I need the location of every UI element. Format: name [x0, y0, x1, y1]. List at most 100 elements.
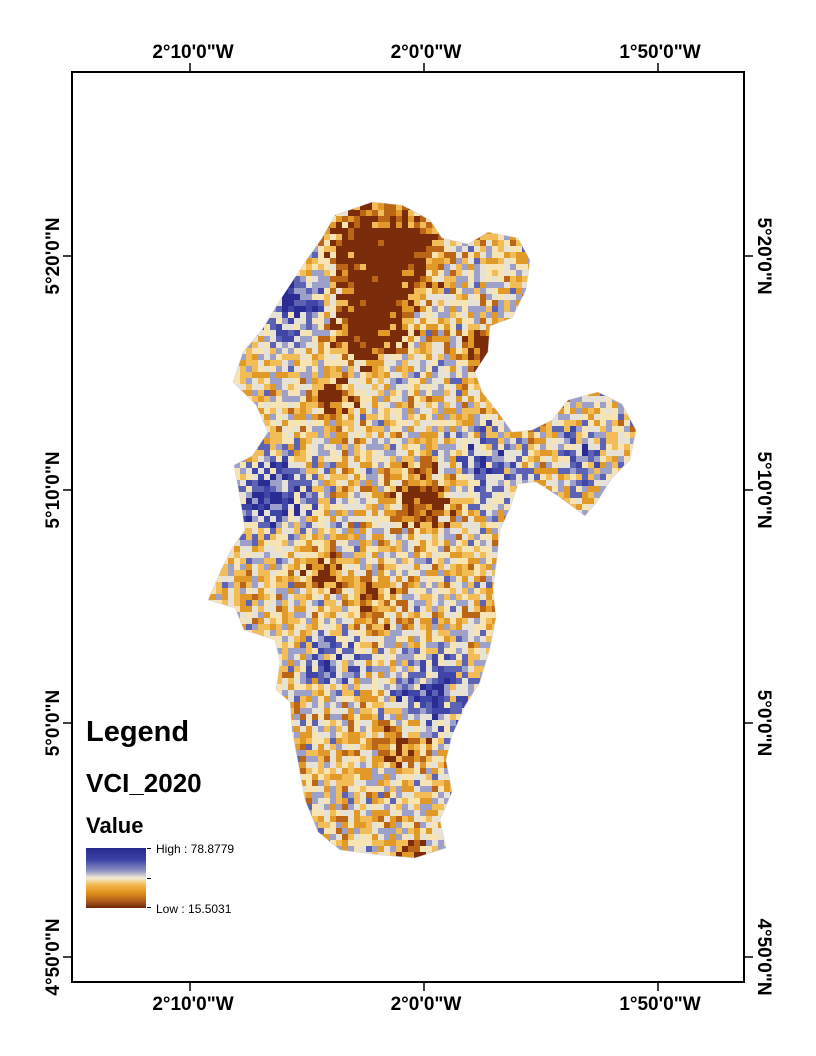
raster-cell — [402, 348, 408, 354]
raster-cell — [318, 324, 324, 330]
raster-cell — [474, 486, 480, 492]
raster-cell — [234, 552, 240, 558]
raster-cell — [276, 432, 282, 438]
raster-cell — [222, 258, 228, 264]
raster-cell — [522, 324, 528, 330]
raster-cell — [384, 570, 390, 576]
raster-cell — [498, 438, 504, 444]
raster-cell — [432, 462, 438, 468]
raster-cell — [558, 216, 564, 222]
raster-cell — [282, 480, 288, 486]
raster-cell — [372, 444, 378, 450]
raster-cell — [414, 420, 420, 426]
raster-cell — [552, 498, 558, 504]
raster-cell — [396, 474, 402, 480]
raster-cell — [636, 378, 642, 384]
raster-cell — [588, 594, 594, 600]
raster-cell — [360, 252, 366, 258]
raster-cell — [378, 498, 384, 504]
raster-cell — [276, 582, 282, 588]
raster-cell — [624, 222, 630, 228]
raster-cell — [540, 324, 546, 330]
raster-cell — [306, 216, 312, 222]
raster-cell — [432, 330, 438, 336]
raster-cell — [534, 288, 540, 294]
raster-cell — [336, 330, 342, 336]
raster-cell — [570, 564, 576, 570]
raster-cell — [228, 402, 234, 408]
raster-cell — [312, 354, 318, 360]
raster-cell — [360, 202, 366, 204]
raster-cell — [210, 558, 216, 564]
raster-cell — [360, 600, 366, 606]
raster-cell — [276, 588, 282, 594]
raster-cell — [318, 438, 324, 444]
raster-cell — [588, 420, 594, 426]
raster-cell — [420, 264, 426, 270]
raster-cell — [636, 336, 642, 342]
raster-cell — [372, 234, 378, 240]
raster-cell — [312, 390, 318, 396]
raster-cell — [504, 600, 510, 606]
raster-cell — [222, 456, 228, 462]
raster-cell — [396, 372, 402, 378]
raster-cell — [492, 474, 498, 480]
raster-cell — [318, 210, 324, 216]
raster-cell — [432, 600, 438, 606]
raster-cell — [486, 402, 492, 408]
raster-cell — [330, 420, 336, 426]
raster-cell — [306, 312, 312, 318]
raster-cell — [630, 396, 636, 402]
raster-cell — [630, 300, 636, 306]
raster-cell — [438, 306, 444, 312]
raster-cell — [426, 540, 432, 546]
raster-cell — [630, 276, 636, 282]
raster-cell — [624, 360, 630, 366]
raster-cell — [522, 210, 528, 216]
raster-cell — [372, 438, 378, 444]
raster-cell — [510, 348, 516, 354]
raster-cell — [246, 426, 252, 432]
raster-cell — [462, 444, 468, 450]
raster-cell — [354, 348, 360, 354]
raster-cell — [570, 546, 576, 552]
raster-cell — [390, 306, 396, 312]
raster-cell — [234, 258, 240, 264]
raster-cell — [480, 504, 486, 510]
raster-cell — [294, 516, 300, 522]
raster-cell — [480, 600, 486, 606]
raster-cell — [402, 402, 408, 408]
raster-cell — [402, 468, 408, 474]
raster-cell — [342, 426, 348, 432]
raster-cell — [208, 402, 210, 408]
raster-cell — [420, 522, 426, 528]
raster-cell — [330, 354, 336, 360]
raster-cell — [522, 408, 528, 414]
raster-cell — [606, 558, 612, 564]
raster-cell — [462, 516, 468, 522]
raster-cell — [570, 202, 576, 204]
raster-cell — [348, 396, 354, 402]
raster-cell — [348, 276, 354, 282]
raster-cell — [294, 300, 300, 306]
raster-cell — [450, 426, 456, 432]
raster-cell — [372, 348, 378, 354]
raster-cell — [582, 300, 588, 306]
raster-cell — [420, 432, 426, 438]
raster-cell — [222, 402, 228, 408]
raster-cell — [552, 516, 558, 522]
raster-cell — [258, 354, 264, 360]
raster-cell — [354, 408, 360, 414]
raster-cell — [360, 444, 366, 450]
raster-cell — [624, 486, 630, 492]
raster-cell — [468, 348, 474, 354]
raster-cell — [588, 438, 594, 444]
raster-cell — [588, 540, 594, 546]
raster-cell — [558, 540, 564, 546]
raster-cell — [480, 354, 486, 360]
raster-cell — [420, 336, 426, 342]
raster-cell — [234, 324, 240, 330]
raster-cell — [504, 468, 510, 474]
raster-cell — [216, 222, 222, 228]
raster-cell — [264, 336, 270, 342]
